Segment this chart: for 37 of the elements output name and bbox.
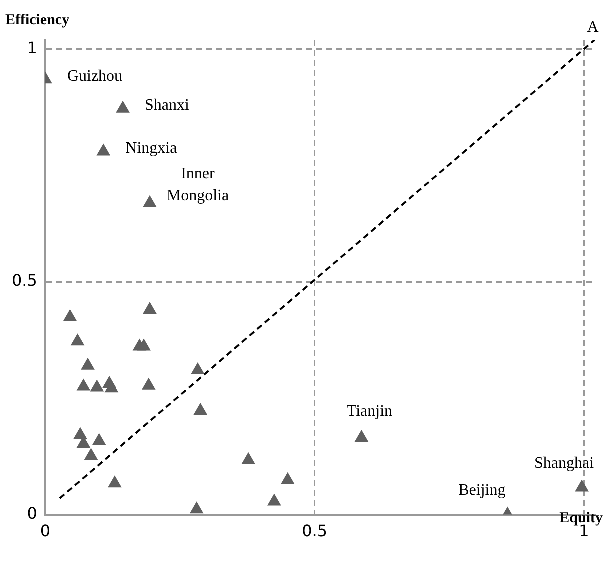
point (190, 502, 204, 514)
point (191, 363, 204, 374)
point (97, 144, 110, 156)
point (108, 476, 122, 488)
point (281, 472, 294, 484)
point (116, 101, 130, 113)
point (84, 448, 98, 460)
annotation: Inner Mongolia (166, 166, 230, 205)
point (71, 334, 84, 346)
point (355, 430, 368, 442)
x-tick-label: 0 (40, 522, 51, 541)
annotation: A (587, 19, 600, 36)
point (142, 378, 156, 390)
point (81, 358, 95, 370)
annotation: Tianjin (346, 403, 393, 420)
annotation: Shanghai (534, 455, 595, 472)
point (137, 339, 151, 351)
point (194, 403, 208, 415)
y-axis-title: Efficiency (5, 12, 70, 28)
point (143, 196, 157, 208)
annotation: Shanxi (145, 97, 190, 114)
point (143, 302, 157, 314)
y-tick-label: 0.5 (12, 271, 38, 290)
point (242, 452, 256, 464)
y-tick-label: 1 (27, 38, 38, 58)
y-tick-label: 0 (27, 504, 38, 523)
point (92, 434, 106, 446)
point (77, 379, 90, 391)
point (268, 494, 281, 506)
annotation: Ningxia (126, 140, 178, 157)
annotation: Guizhou (67, 68, 123, 85)
annotation: Beijing (458, 482, 506, 500)
point (74, 428, 88, 440)
point (90, 380, 104, 392)
x-tick-label: 0.5 (302, 522, 328, 541)
point (576, 480, 589, 492)
point (64, 310, 77, 322)
